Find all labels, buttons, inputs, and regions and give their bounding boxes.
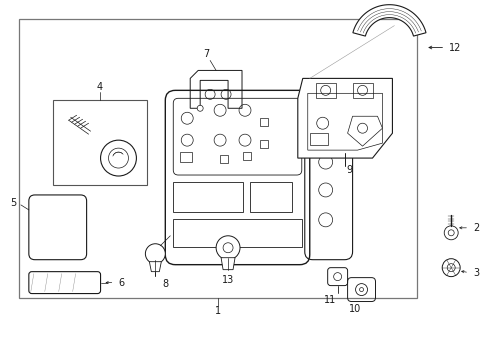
Bar (220, 155, 227, 163)
Text: 2: 2 (472, 223, 478, 233)
Polygon shape (347, 116, 382, 146)
Bar (309, 133, 327, 145)
Bar (53, 100, 147, 185)
Text: 10: 10 (349, 305, 361, 315)
Text: 11: 11 (323, 294, 335, 305)
Polygon shape (352, 5, 425, 36)
Circle shape (197, 105, 203, 111)
Text: 1: 1 (215, 306, 221, 316)
Bar (260, 118, 267, 126)
Text: 9: 9 (346, 165, 352, 175)
Text: 13: 13 (222, 275, 234, 285)
Bar (249, 182, 291, 212)
Text: 6: 6 (118, 278, 124, 288)
Text: 12: 12 (448, 42, 461, 53)
Circle shape (443, 226, 457, 240)
Circle shape (145, 244, 165, 264)
Circle shape (216, 236, 240, 260)
Text: 8: 8 (162, 279, 168, 289)
Bar (173, 182, 243, 212)
Bar (19, 19, 416, 298)
Bar (243, 152, 250, 160)
Text: 7: 7 (203, 49, 209, 59)
Polygon shape (221, 258, 235, 270)
Circle shape (101, 140, 136, 176)
Text: 4: 4 (97, 82, 103, 93)
Polygon shape (149, 262, 161, 272)
Polygon shape (297, 78, 392, 158)
Bar (315, 84, 335, 98)
Polygon shape (307, 93, 382, 150)
Bar (260, 140, 267, 148)
Bar (352, 84, 372, 98)
Text: 3: 3 (472, 267, 478, 278)
Text: 5: 5 (11, 198, 17, 208)
Circle shape (441, 259, 459, 276)
Bar (173, 219, 301, 247)
Bar (180, 152, 192, 162)
Polygon shape (190, 71, 242, 108)
